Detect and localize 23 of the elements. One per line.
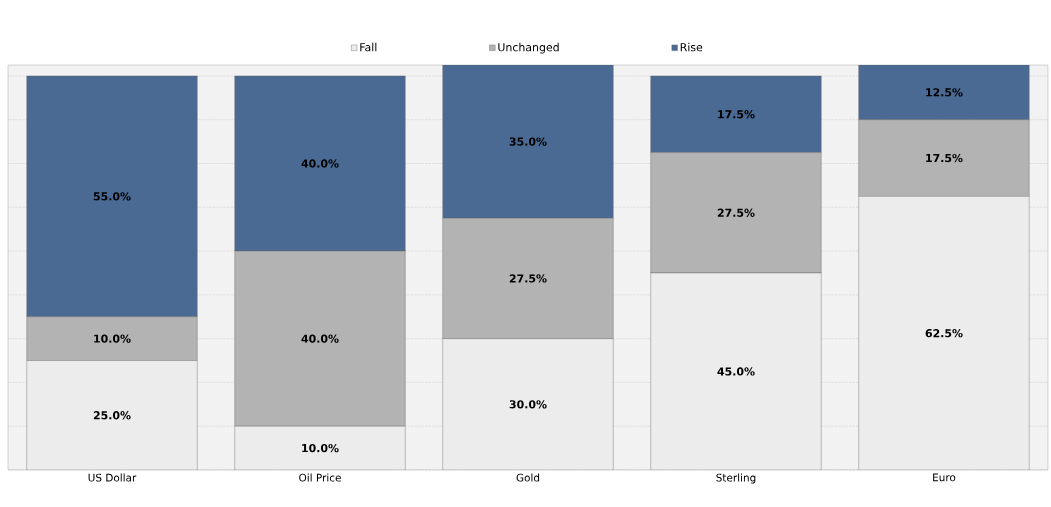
data-label: 17.5% — [718, 110, 755, 119]
data-label: 27.5% — [717, 208, 755, 217]
data-label: 40.0% — [301, 334, 339, 343]
data-label: 25.0% — [93, 411, 131, 420]
legend-label: Unchanged — [498, 42, 559, 54]
data-label: 30.0% — [509, 400, 547, 409]
legend-label: Fall — [360, 42, 377, 52]
x-tick-label: US Dollar — [88, 473, 137, 482]
data-label: 12.5% — [926, 88, 963, 97]
data-label: 45.0% — [717, 367, 755, 376]
x-tick-label: Oil Price — [299, 473, 341, 482]
data-label: 17.5% — [926, 153, 963, 163]
data-label: 62.5% — [925, 329, 963, 338]
data-label: 10.0% — [94, 334, 131, 343]
legend-label: Rise — [680, 42, 703, 52]
data-label: 27.5% — [509, 274, 547, 283]
x-tick-label: Sterling — [716, 473, 756, 484]
x-tick-label: Gold — [516, 473, 540, 482]
data-label: 10.0% — [302, 443, 339, 453]
data-label: 35.0% — [509, 137, 547, 146]
x-tick-label: Euro — [933, 473, 956, 482]
data-label: 55.0% — [93, 192, 131, 201]
data-label: 40.0% — [301, 159, 339, 168]
